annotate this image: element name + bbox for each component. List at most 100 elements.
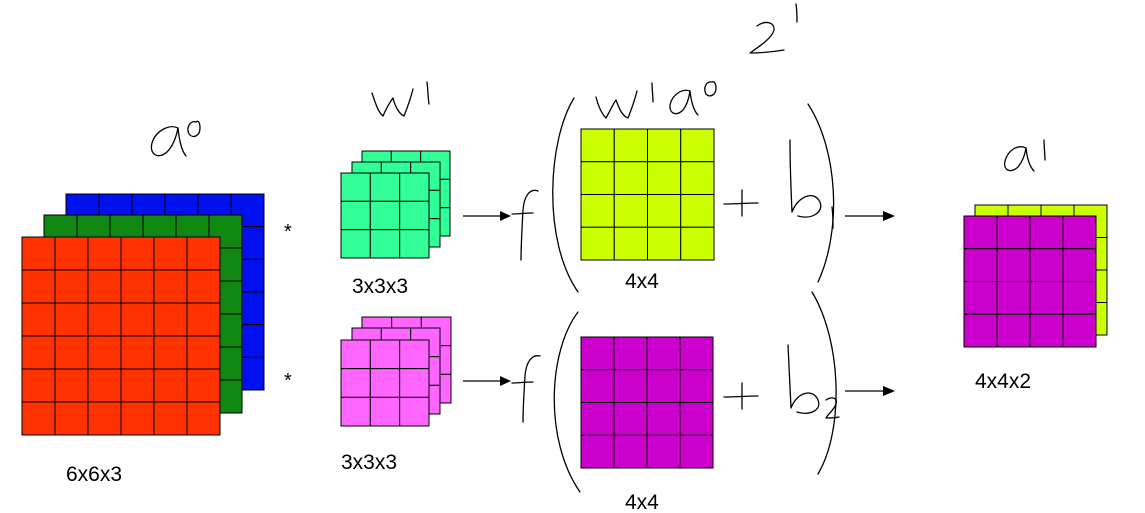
- conv-1-cell: [647, 226, 682, 261]
- output-front-cell: [996, 248, 1031, 282]
- conv-1-cell: [647, 194, 682, 228]
- output-front-cell: [963, 215, 998, 250]
- input-cell-red: [153, 236, 188, 271]
- output-front-cell: [1029, 215, 1064, 250]
- filter-2-front-layer: [340, 339, 430, 427]
- input-cell-red: [21, 302, 56, 337]
- input-cell-red: [54, 335, 89, 370]
- conv-2-cell: [613, 402, 648, 436]
- input-cell-red: [54, 236, 89, 271]
- input-volume: [21, 193, 265, 436]
- input-cell-red: [120, 368, 155, 403]
- handwritten-a1-label: [1004, 139, 1046, 172]
- handwritten-plus-2: [723, 382, 759, 410]
- output-front-cell: [1062, 313, 1097, 348]
- conv-1-cell: [613, 128, 648, 163]
- filter-1-dims-label: 3x3x3: [352, 275, 408, 298]
- close-paren-1: [807, 103, 835, 283]
- handwritten-z1-label: [749, 3, 798, 54]
- input-cell-red: [153, 401, 188, 436]
- input-dims-label: 6x6x3: [66, 463, 122, 486]
- input-cell-red: [54, 302, 89, 337]
- conv-1-cell: [580, 226, 615, 261]
- input-cell-red: [153, 269, 188, 304]
- conv-2-cell: [646, 434, 681, 469]
- conv-2-cell: [679, 434, 714, 469]
- conv-1-cell: [613, 161, 648, 195]
- conv-2-cell: [580, 369, 615, 403]
- conv-1-cell: [613, 194, 648, 228]
- input-cell-red: [54, 269, 89, 304]
- arrow-filter2-to-f: [463, 376, 511, 386]
- convolution-operator-1: *: [284, 221, 292, 243]
- conv-1-cell: [680, 128, 715, 163]
- handwritten-w1a0-label: [595, 81, 717, 119]
- input-cell-red: [120, 236, 155, 271]
- input-cell-red: [186, 302, 221, 337]
- output-front-cell: [1062, 215, 1097, 250]
- conv-2-cell: [613, 434, 648, 469]
- output-front-cell: [1029, 248, 1064, 282]
- filter-2-cell: [369, 368, 401, 398]
- conv-1-cell: [680, 194, 715, 228]
- output-front-cell: [1062, 248, 1097, 282]
- conv-2-cell: [646, 369, 681, 403]
- output-dims-label: 4x4x2: [975, 370, 1031, 393]
- input-cell-red: [21, 335, 56, 370]
- input-cell-red: [153, 368, 188, 403]
- conv-1-dims-label: 4x4: [625, 270, 659, 293]
- filter-1-cell: [340, 200, 371, 231]
- conv-1-cell: [647, 128, 682, 163]
- arrow-layer2-to-output: [845, 386, 895, 396]
- filter-2-cell: [399, 396, 430, 427]
- handwritten-plus-1: [723, 189, 759, 217]
- input-cell-red: [120, 401, 155, 436]
- conv-output-1: [580, 128, 715, 261]
- output-front-cell: [1029, 281, 1064, 315]
- input-channel-red: [21, 236, 221, 436]
- conv-2-cell: [679, 336, 714, 371]
- arrow-filter1-to-f: [463, 211, 511, 221]
- input-cell-red: [153, 302, 188, 337]
- input-cell-red: [54, 401, 89, 436]
- input-cell-red: [21, 368, 56, 403]
- input-cell-red: [54, 368, 89, 403]
- input-cell-red: [21, 236, 56, 271]
- input-cell-red: [87, 236, 122, 271]
- open-paren-2: [553, 311, 581, 493]
- output-front-cell: [963, 281, 998, 315]
- conv-1-cell: [647, 161, 682, 195]
- input-cell-red: [21, 269, 56, 304]
- filter-1-cell: [399, 200, 430, 231]
- output-front-cell: [963, 248, 998, 282]
- input-cell-red: [21, 401, 56, 436]
- filter-2-cell: [340, 368, 371, 398]
- conv-2-cell: [580, 402, 615, 436]
- input-cell-red: [87, 269, 122, 304]
- handwritten-a0-label: [150, 120, 201, 157]
- input-cell-red: [87, 401, 122, 436]
- conv-2-dims-label: 4x4: [625, 491, 659, 513]
- filter-1-cell: [399, 172, 430, 202]
- filter-1-cell: [340, 172, 371, 202]
- conv-1-cell: [680, 226, 715, 261]
- conv-2-cell: [580, 434, 615, 469]
- output-front-cell: [1062, 281, 1097, 315]
- filter-2-dims-label: 3x3x3: [341, 451, 397, 474]
- filter-1-cell: [399, 229, 430, 259]
- conv-2-cell: [646, 402, 681, 436]
- filter-1-volume: [340, 150, 451, 259]
- handwritten-f-1: [511, 189, 539, 261]
- arrow-layer1-to-output: [845, 211, 895, 221]
- filter-2-cell: [369, 339, 401, 370]
- input-cell-red: [186, 269, 221, 304]
- output-front-cell: [996, 281, 1031, 315]
- handwritten-f-2: [511, 355, 541, 423]
- convolution-operator-2: *: [284, 370, 292, 392]
- input-cell-red: [153, 335, 188, 370]
- filter-2-cell: [340, 396, 371, 427]
- handwritten-w1-label: [371, 81, 430, 117]
- input-cell-red: [186, 335, 221, 370]
- input-cell-red: [186, 401, 221, 436]
